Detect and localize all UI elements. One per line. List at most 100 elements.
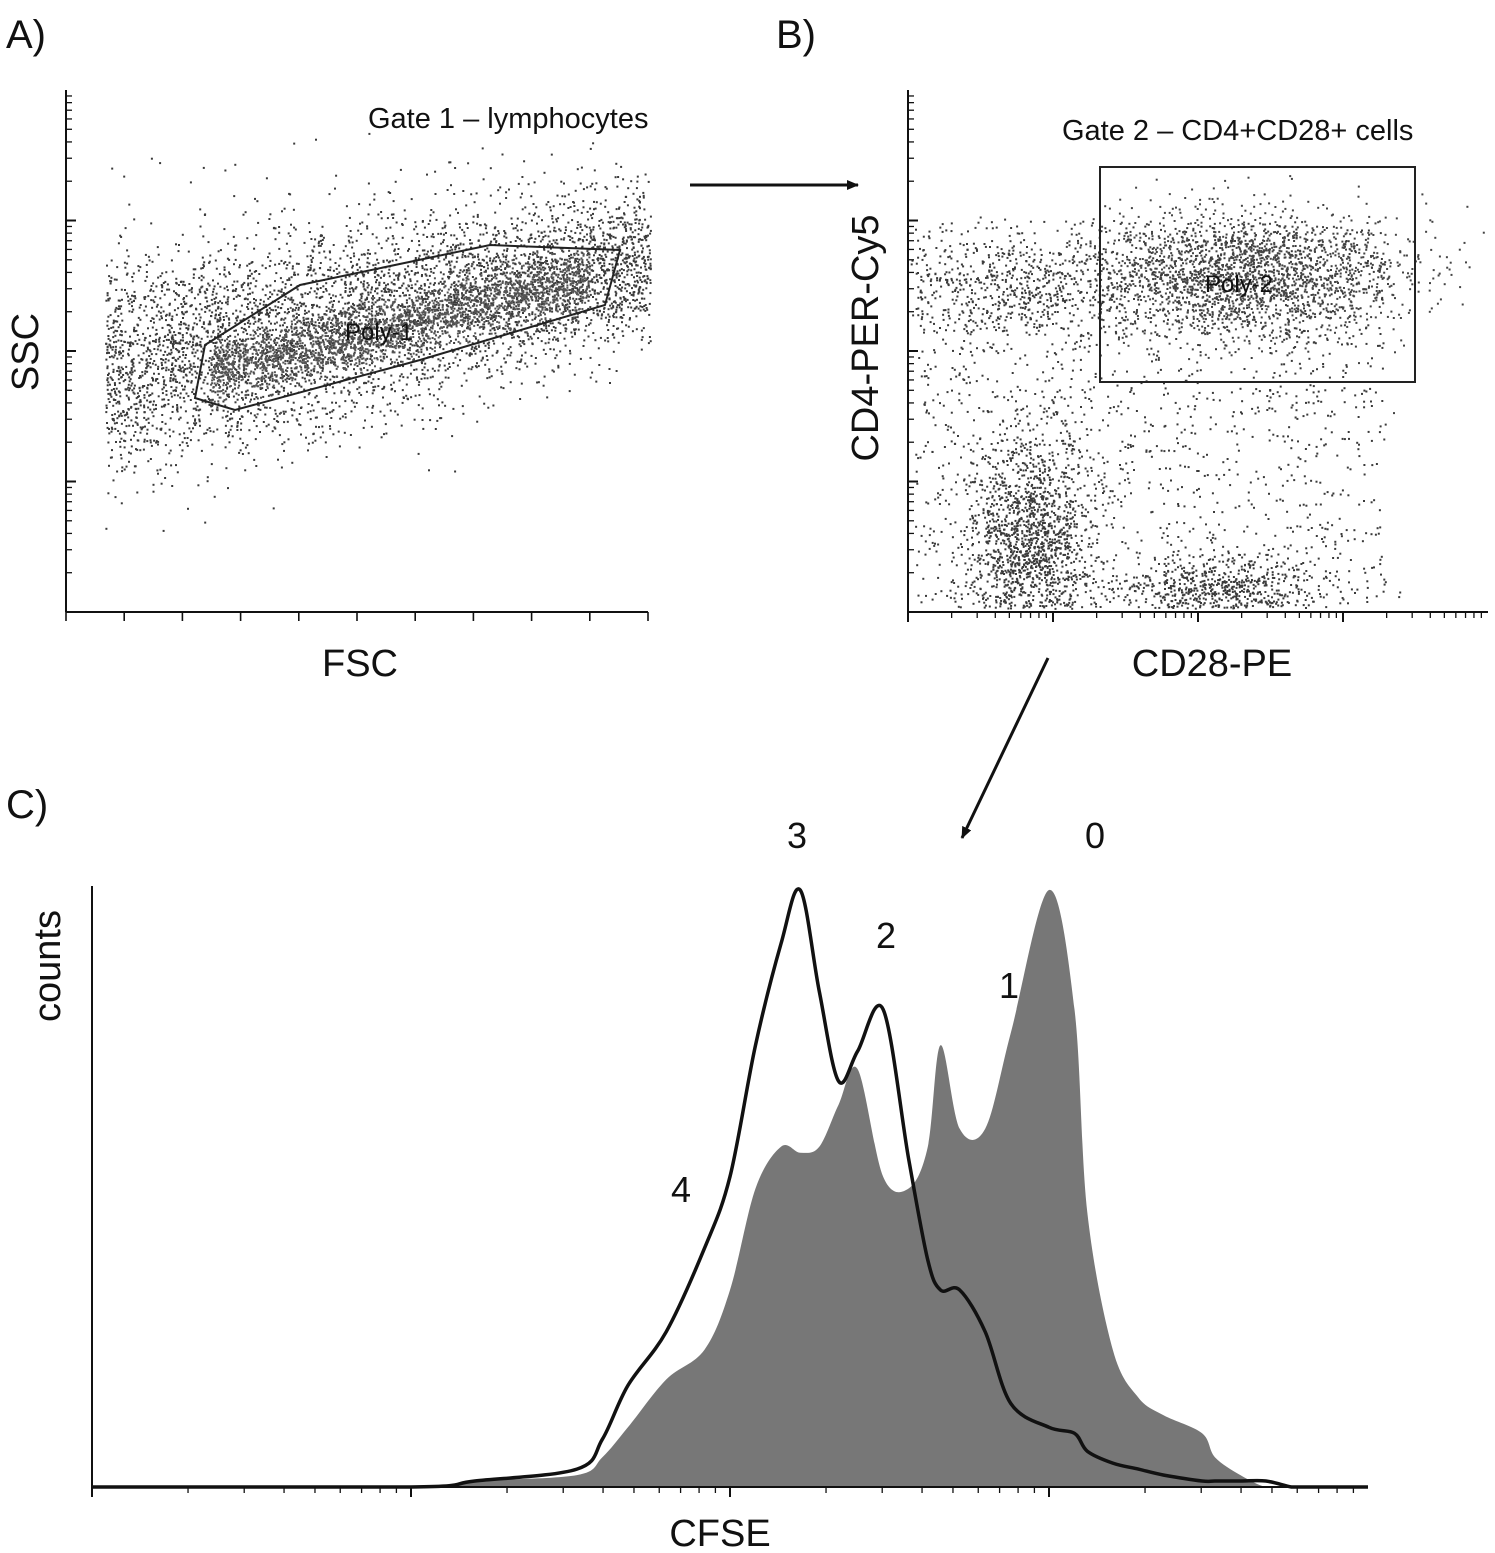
- scatter-dot: [170, 464, 173, 467]
- scatter-dot: [283, 449, 285, 452]
- scatter-dot: [541, 281, 544, 284]
- scatter-dot: [390, 374, 393, 377]
- scatter-dot: [502, 387, 505, 390]
- scatter-dot: [287, 311, 290, 313]
- scatter-dot: [144, 253, 147, 256]
- scatter-dot: [573, 252, 576, 255]
- scatter-dot: [444, 256, 447, 259]
- scatter-dot: [157, 345, 160, 348]
- scatter-dot: [265, 327, 268, 330]
- scatter-dot: [428, 353, 431, 355]
- scatter-dot: [402, 365, 404, 368]
- scatter-dot: [181, 334, 184, 336]
- scatter-dot: [313, 324, 316, 327]
- scatter-dot: [432, 211, 435, 214]
- scatter-dot: [481, 278, 484, 281]
- scatter-dot: [116, 417, 119, 420]
- scatter-dot: [278, 356, 281, 359]
- scatter-dot: [449, 267, 452, 270]
- scatter-dot: [642, 275, 645, 278]
- scatter-dot: [219, 326, 222, 328]
- scatter-dot: [457, 293, 460, 296]
- scatter-dot: [285, 369, 287, 372]
- scatter-dot: [155, 427, 158, 430]
- scatter-dot: [301, 293, 304, 296]
- scatter-dot: [439, 346, 441, 349]
- scatter-dot: [274, 305, 277, 308]
- scatter-dot: [194, 424, 197, 426]
- scatter-dot: [299, 424, 302, 427]
- scatter-dot: [345, 334, 347, 337]
- scatter-dot: [562, 214, 565, 217]
- scatter-dot: [345, 271, 348, 274]
- scatter-dot: [183, 388, 186, 391]
- scatter-dot: [573, 210, 576, 213]
- scatter-dot: [201, 326, 204, 328]
- scatter-dot: [107, 335, 110, 337]
- scatter-dot: [281, 303, 284, 306]
- scatter-dot: [262, 300, 265, 303]
- scatter-dot: [161, 392, 164, 395]
- scatter-dot: [645, 236, 648, 239]
- scatter-dot: [106, 264, 108, 267]
- scatter-dot: [446, 189, 449, 191]
- scatter-dot: [196, 365, 199, 368]
- scatter-dot: [450, 184, 452, 187]
- scatter-dot: [356, 388, 359, 391]
- scatter-dot: [188, 340, 191, 343]
- scatter-dot: [377, 242, 380, 245]
- scatter-dot: [486, 267, 489, 270]
- scatter-dot: [220, 375, 223, 378]
- scatter-dot: [168, 352, 171, 355]
- scatter-dot: [398, 272, 401, 275]
- scatter-dot: [170, 386, 173, 388]
- scatter-dot: [371, 233, 374, 236]
- scatter-dot: [204, 292, 207, 295]
- scatter-dot: [521, 221, 524, 224]
- scatter-dot: [593, 169, 596, 172]
- scatter-dot: [242, 371, 245, 374]
- scatter-dot: [587, 218, 590, 221]
- scatter-dot: [635, 315, 638, 318]
- scatter-dot: [571, 271, 574, 274]
- scatter-dot: [515, 257, 518, 260]
- scatter-dot: [304, 344, 306, 347]
- scatter-dot: [155, 404, 157, 407]
- scatter-dot: [173, 331, 176, 334]
- scatter-dot: [369, 373, 372, 376]
- scatter-dot: [541, 238, 544, 241]
- scatter-dot: [382, 355, 385, 358]
- scatter-dot: [310, 258, 313, 261]
- scatter-dot: [537, 260, 540, 263]
- scatter-dot: [215, 296, 218, 299]
- scatter-dot: [203, 392, 206, 395]
- scatter-dot: [410, 198, 413, 201]
- scatter-dot: [496, 265, 498, 268]
- scatter-dot: [262, 395, 265, 398]
- scatter-dot: [304, 292, 307, 295]
- scatter-dot: [485, 231, 488, 234]
- scatter-dot: [579, 297, 582, 300]
- scatter-dot: [253, 331, 256, 333]
- scatter-dot: [512, 258, 515, 261]
- scatter-dot: [595, 275, 598, 278]
- scatter-dot: [563, 232, 566, 234]
- scatter-dot: [319, 239, 322, 242]
- scatter-dot: [523, 253, 526, 256]
- scatter-dot: [538, 264, 541, 267]
- scatter-dot: [329, 336, 332, 339]
- scatter-dot: [347, 301, 350, 304]
- scatter-dot: [362, 273, 365, 276]
- scatter-dot: [185, 295, 188, 298]
- scatter-dot: [322, 291, 325, 293]
- scatter-dot: [250, 261, 253, 264]
- scatter-dot: [170, 392, 173, 395]
- scatter-dot: [158, 336, 161, 339]
- scatter-dot: [249, 282, 252, 285]
- scatter-dot: [128, 302, 131, 305]
- scatter-dot: [133, 384, 136, 387]
- scatter-dot: [311, 256, 314, 259]
- scatter-dot: [142, 385, 145, 387]
- scatter-dot: [111, 167, 114, 170]
- scatter-dot: [484, 344, 487, 347]
